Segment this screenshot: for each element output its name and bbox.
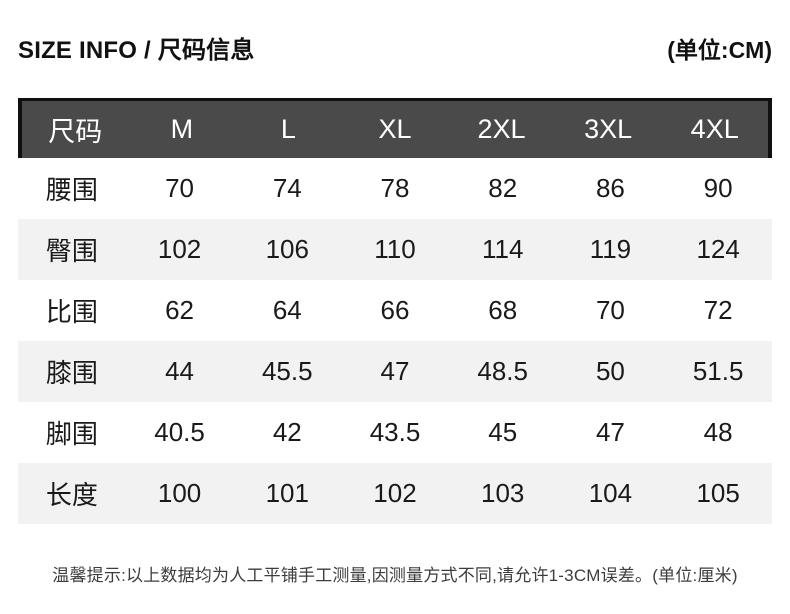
cell-value: 68 (488, 295, 518, 325)
cell-value: 105 (696, 478, 740, 508)
cell-value: 48 (703, 417, 733, 447)
cell-value: 51.5 (692, 356, 744, 386)
column-header-xl: XL (378, 114, 412, 144)
cell-value: 72 (703, 295, 733, 325)
table-row-length: 长度 100 101 102 103 104 105 (18, 463, 772, 524)
row-label: 比围 (45, 297, 98, 327)
cell-value: 48.5 (477, 356, 528, 386)
cell-value: 40.5 (154, 417, 205, 447)
cell-value: 78 (380, 173, 410, 203)
cell-value: 64 (272, 295, 302, 325)
size-table-header-row: 尺码 M L XL 2XL 3XL 4XL (18, 98, 772, 158)
cell-value: 44 (165, 356, 195, 386)
table-row-waist: 腰围 70 74 78 82 86 90 (18, 158, 772, 219)
cell-value: 74 (272, 173, 302, 203)
measurement-note: 温馨提示:以上数据均为人工平铺手工测量,因测量方式不同,请允许1-3CM误差。(… (52, 566, 738, 585)
table-row-thigh: 比围 62 64 66 68 70 72 (18, 280, 772, 341)
cell-value: 124 (696, 234, 740, 264)
cell-value: 45.5 (261, 356, 313, 386)
cell-value: 100 (157, 478, 202, 508)
cell-value: 104 (588, 478, 633, 508)
cell-value: 47 (595, 417, 625, 447)
cell-value: 102 (373, 478, 417, 508)
table-row-hip: 臀围 102 106 110 114 119 124 (18, 219, 772, 280)
cell-value: 114 (481, 234, 524, 264)
page-title: SIZE INFO / 尺码信息 (18, 37, 255, 64)
column-header-4xl: 4XL (690, 114, 739, 144)
top-bar: SIZE INFO / 尺码信息 (单位:CM) (0, 0, 790, 65)
cell-value: 82 (488, 173, 518, 203)
column-header-2xl: 2XL (477, 114, 526, 144)
row-label: 长度 (45, 480, 98, 510)
cell-value: 103 (481, 478, 525, 508)
cell-value: 66 (380, 295, 410, 325)
cell-value: 47 (380, 356, 410, 386)
row-label: 腰围 (45, 175, 98, 205)
column-header-3xl: 3XL (584, 114, 633, 144)
cell-value: 106 (265, 234, 309, 264)
row-label: 脚围 (45, 419, 98, 449)
column-header-size: 尺码 (48, 117, 103, 147)
unit-label: (单位:CM) (667, 37, 772, 63)
row-label: 膝围 (45, 358, 98, 388)
row-label: 臀围 (45, 236, 98, 266)
table-row-leg-opening: 脚围 40.5 42 43.5 45 47 48 (18, 402, 772, 463)
cell-value: 119 (589, 234, 632, 264)
cell-value: 70 (595, 295, 625, 325)
column-header-m: M (170, 114, 194, 144)
size-table: 尺码 M L XL 2XL 3XL 4XL 腰围 70 74 78 82 86 … (18, 98, 772, 524)
table-row-knee: 膝围 44 45.5 47 48.5 50 51.5 (18, 341, 772, 402)
cell-value: 90 (703, 173, 733, 203)
cell-value: 86 (595, 173, 625, 203)
cell-value: 62 (165, 295, 195, 325)
cell-value: 101 (265, 478, 309, 508)
cell-value: 43.5 (369, 417, 421, 447)
cell-value: 45 (488, 417, 518, 447)
cell-value: 70 (165, 173, 195, 203)
column-header-l: L (280, 114, 296, 144)
cell-value: 102 (157, 234, 202, 264)
cell-value: 42 (272, 417, 302, 447)
cell-value: 110 (374, 234, 416, 264)
cell-value: 50 (595, 356, 625, 386)
